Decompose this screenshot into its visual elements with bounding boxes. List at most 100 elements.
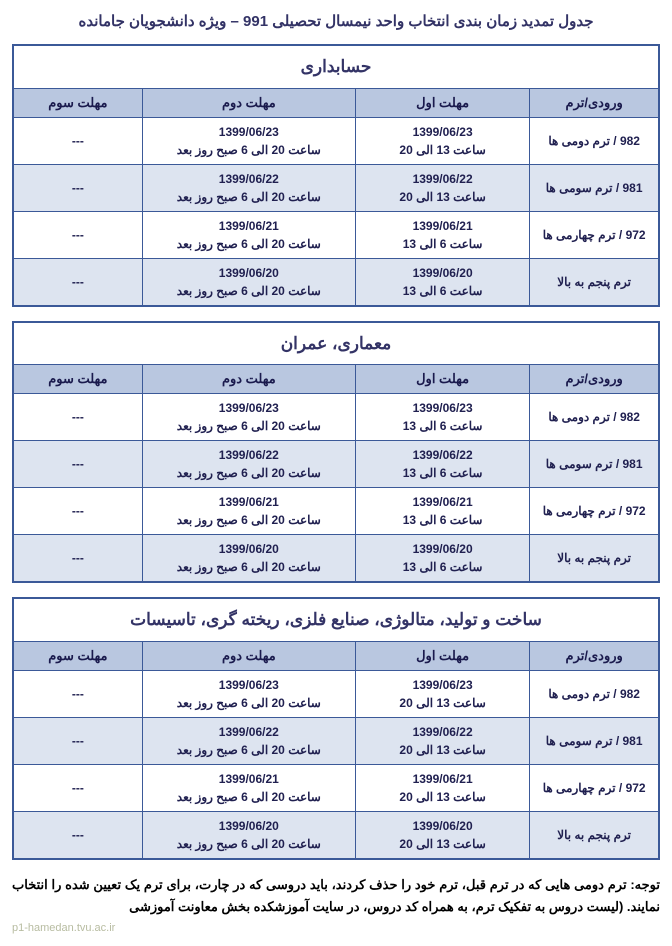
footer-note: توجه: ترم دومی هایی که در ترم قبل، ترم خ… [12,874,660,918]
deadline1-date: 1399/06/21 [360,217,525,235]
deadline1-cell: 1399/06/23ساعت 6 الی 13 [355,394,529,441]
deadline1-date: 1399/06/23 [360,676,525,694]
deadline1-cell: 1399/06/23ساعت 13 الی 20 [355,670,529,717]
deadline1-date: 1399/06/20 [360,540,525,558]
deadline1-time: ساعت 6 الی 13 [360,511,525,529]
entry-cell: 981 / ترم سومی ها [530,717,659,764]
table-row: 982 / ترم دومی ها1399/06/23ساعت 6 الی 13… [13,394,659,441]
deadline2-time: ساعت 20 الی 6 صبح روز بعد [147,741,351,759]
table-row: 982 / ترم دومی ها1399/06/23ساعت 13 الی 2… [13,117,659,164]
watermark: p1-hamedan.tvu.ac.ir [12,922,660,934]
deadline2-time: ساعت 20 الی 6 صبح روز بعد [147,694,351,712]
deadline1-cell: 1399/06/22ساعت 13 الی 20 [355,717,529,764]
entry-cell: ترم پنجم به بالا [530,535,659,583]
table-row: 981 / ترم سومی ها1399/06/22ساعت 13 الی 2… [13,717,659,764]
deadline2-date: 1399/06/22 [147,446,351,464]
col-header-deadline1: مهلت اول [355,641,529,670]
deadline2-cell: 1399/06/21ساعت 20 الی 6 صبح روز بعد [142,764,355,811]
deadline1-cell: 1399/06/20ساعت 13 الی 20 [355,811,529,859]
deadline2-time: ساعت 20 الی 6 صبح روز بعد [147,835,351,853]
deadline2-cell: 1399/06/21ساعت 20 الی 6 صبح روز بعد [142,488,355,535]
deadline1-time: ساعت 13 الی 20 [360,694,525,712]
deadline3-cell: --- [13,117,142,164]
deadline1-cell: 1399/06/22ساعت 6 الی 13 [355,441,529,488]
deadline3-cell: --- [13,670,142,717]
col-header-entry: ورودی/ترم [530,365,659,394]
section-title: ساخت و تولید، متالوژی، صنایع فلزی، ریخته… [13,598,659,641]
entry-cell: 982 / ترم دومی ها [530,394,659,441]
deadline1-date: 1399/06/21 [360,770,525,788]
deadline2-time: ساعت 20 الی 6 صبح روز بعد [147,141,351,159]
deadline1-time: ساعت 6 الی 13 [360,464,525,482]
table-row: 981 / ترم سومی ها1399/06/22ساعت 13 الی 2… [13,164,659,211]
col-header-deadline2: مهلت دوم [142,641,355,670]
deadline1-time: ساعت 6 الی 13 [360,282,525,300]
deadline1-cell: 1399/06/21ساعت 13 الی 20 [355,764,529,811]
deadline3-cell: --- [13,258,142,306]
schedule-table: حسابداریورودی/ترممهلت اولمهلت دوممهلت سو… [12,44,660,307]
table-row: 972 / ترم چهارمی ها1399/06/21ساعت 6 الی … [13,488,659,535]
entry-cell: 982 / ترم دومی ها [530,670,659,717]
deadline1-date: 1399/06/21 [360,493,525,511]
entry-cell: 981 / ترم سومی ها [530,441,659,488]
deadline2-time: ساعت 20 الی 6 صبح روز بعد [147,282,351,300]
deadline2-date: 1399/06/23 [147,676,351,694]
section-title: معماری، عمران [13,322,659,365]
deadline3-cell: --- [13,164,142,211]
schedule-table: معماری، عمرانورودی/ترممهلت اولمهلت دوممه… [12,321,660,584]
table-row: ترم پنجم به بالا1399/06/20ساعت 13 الی 20… [13,811,659,859]
section-title: حسابداری [13,45,659,88]
deadline1-cell: 1399/06/22ساعت 13 الی 20 [355,164,529,211]
deadline2-date: 1399/06/21 [147,493,351,511]
col-header-deadline3: مهلت سوم [13,641,142,670]
entry-cell: 972 / ترم چهارمی ها [530,764,659,811]
col-header-deadline2: مهلت دوم [142,365,355,394]
deadline1-date: 1399/06/22 [360,446,525,464]
deadline3-cell: --- [13,211,142,258]
deadline2-cell: 1399/06/21ساعت 20 الی 6 صبح روز بعد [142,211,355,258]
deadline2-date: 1399/06/21 [147,770,351,788]
deadline3-cell: --- [13,717,142,764]
entry-cell: 981 / ترم سومی ها [530,164,659,211]
deadline1-time: ساعت 13 الی 20 [360,141,525,159]
deadline1-time: ساعت 13 الی 20 [360,788,525,806]
table-row: ترم پنجم به بالا1399/06/20ساعت 6 الی 131… [13,535,659,583]
deadline2-cell: 1399/06/20ساعت 20 الی 6 صبح روز بعد [142,535,355,583]
entry-cell: ترم پنجم به بالا [530,258,659,306]
col-header-deadline1: مهلت اول [355,88,529,117]
deadline2-cell: 1399/06/23ساعت 20 الی 6 صبح روز بعد [142,670,355,717]
col-header-deadline1: مهلت اول [355,365,529,394]
table-row: ترم پنجم به بالا1399/06/20ساعت 6 الی 131… [13,258,659,306]
deadline1-time: ساعت 6 الی 13 [360,235,525,253]
deadline2-date: 1399/06/20 [147,817,351,835]
entry-cell: 972 / ترم چهارمی ها [530,488,659,535]
deadline2-time: ساعت 20 الی 6 صبح روز بعد [147,188,351,206]
deadline2-time: ساعت 20 الی 6 صبح روز بعد [147,558,351,576]
deadline2-cell: 1399/06/22ساعت 20 الی 6 صبح روز بعد [142,717,355,764]
deadline3-cell: --- [13,488,142,535]
table-row: 981 / ترم سومی ها1399/06/22ساعت 6 الی 13… [13,441,659,488]
deadline1-cell: 1399/06/20ساعت 6 الی 13 [355,535,529,583]
deadline2-time: ساعت 20 الی 6 صبح روز بعد [147,788,351,806]
deadline1-time: ساعت 6 الی 13 [360,558,525,576]
table-row: 972 / ترم چهارمی ها1399/06/21ساعت 6 الی … [13,211,659,258]
table-row: 972 / ترم چهارمی ها1399/06/21ساعت 13 الی… [13,764,659,811]
entry-cell: ترم پنجم به بالا [530,811,659,859]
col-header-deadline3: مهلت سوم [13,88,142,117]
deadline2-date: 1399/06/20 [147,264,351,282]
schedule-section: معماری، عمرانورودی/ترممهلت اولمهلت دوممه… [12,321,660,584]
schedule-table: ساخت و تولید، متالوژی، صنایع فلزی، ریخته… [12,597,660,860]
deadline1-date: 1399/06/22 [360,170,525,188]
deadline1-date: 1399/06/20 [360,264,525,282]
deadline1-time: ساعت 6 الی 13 [360,417,525,435]
deadline1-time: ساعت 13 الی 20 [360,741,525,759]
deadline1-date: 1399/06/23 [360,123,525,141]
deadline2-cell: 1399/06/20ساعت 20 الی 6 صبح روز بعد [142,258,355,306]
page-title: جدول تمدید زمان بندی انتخاب واحد نیمسال … [12,12,660,30]
schedule-section: حسابداریورودی/ترممهلت اولمهلت دوممهلت سو… [12,44,660,307]
deadline3-cell: --- [13,394,142,441]
deadline2-time: ساعت 20 الی 6 صبح روز بعد [147,464,351,482]
deadline1-cell: 1399/06/21ساعت 6 الی 13 [355,211,529,258]
deadline2-cell: 1399/06/23ساعت 20 الی 6 صبح روز بعد [142,117,355,164]
deadline1-time: ساعت 13 الی 20 [360,835,525,853]
